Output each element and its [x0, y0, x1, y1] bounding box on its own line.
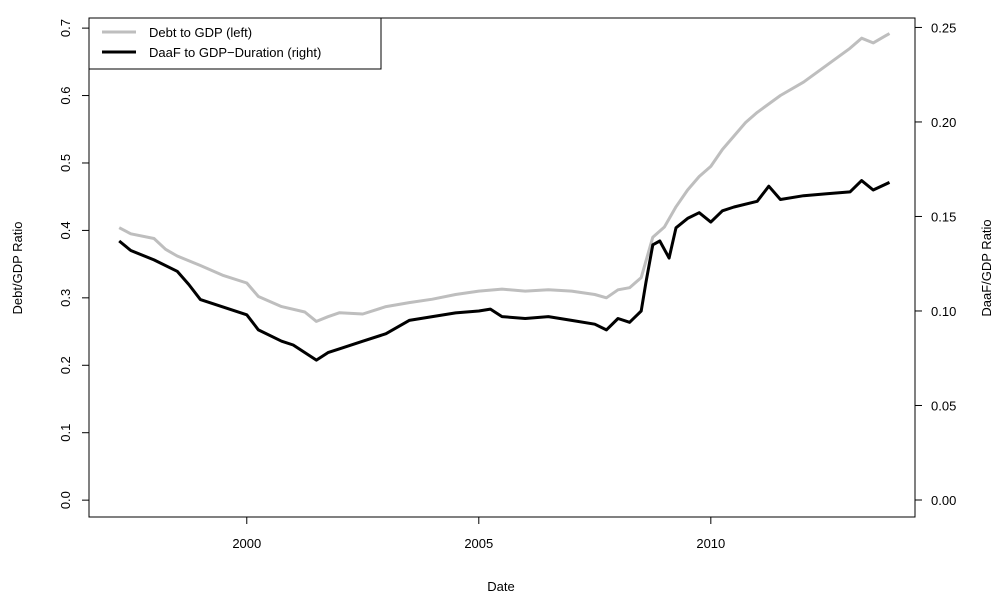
series-line-debt-to-gdp — [118, 32, 891, 323]
y-left-axis-title: Debt/GDP Ratio — [10, 222, 25, 315]
y-left-tick-label: 0.6 — [58, 87, 73, 105]
y-right-tick-label: 0.10 — [931, 304, 956, 319]
y-right-axis-title: DaaF/GDP Ratio — [979, 219, 994, 316]
series-lines — [118, 32, 891, 362]
y-left-tick-label: 0.2 — [58, 356, 73, 374]
x-tick-label: 2010 — [696, 536, 725, 551]
legend-box — [88, 17, 382, 70]
y-left-tick-label: 0.3 — [58, 289, 73, 307]
x-tick-label: 2005 — [464, 536, 493, 551]
legend: Debt to GDP (left) DaaF to GDP−Duration … — [88, 17, 382, 70]
y-right-tick-label: 0.15 — [931, 209, 956, 224]
y-right-tick-label: 0.25 — [931, 20, 956, 35]
x-tick-label: 2000 — [232, 536, 261, 551]
series-line-daaf-to-gdp — [118, 179, 891, 362]
y-right-tick-label: 0.00 — [931, 493, 956, 508]
legend-label-debt: Debt to GDP (left) — [149, 25, 252, 40]
y-right-tick-label: 0.20 — [931, 115, 956, 130]
x-axis-title: Date — [487, 579, 514, 594]
y-right-tick-label: 0.05 — [931, 398, 956, 413]
y-left-tick-label: 0.0 — [58, 491, 73, 509]
y-left-tick-label: 0.7 — [58, 19, 73, 37]
y-left-tick-label: 0.4 — [58, 221, 73, 239]
y-left-tick-label: 0.1 — [58, 424, 73, 442]
y-left-tick-label: 0.5 — [58, 154, 73, 172]
legend-label-daaf: DaaF to GDP−Duration (right) — [149, 45, 321, 60]
plot-area-frame — [88, 17, 916, 518]
axis-ticks: 2000 2005 2010 0.0 0.1 0.2 0.3 0.4 0.5 0.6 0.7 0.00… — [58, 19, 956, 551]
